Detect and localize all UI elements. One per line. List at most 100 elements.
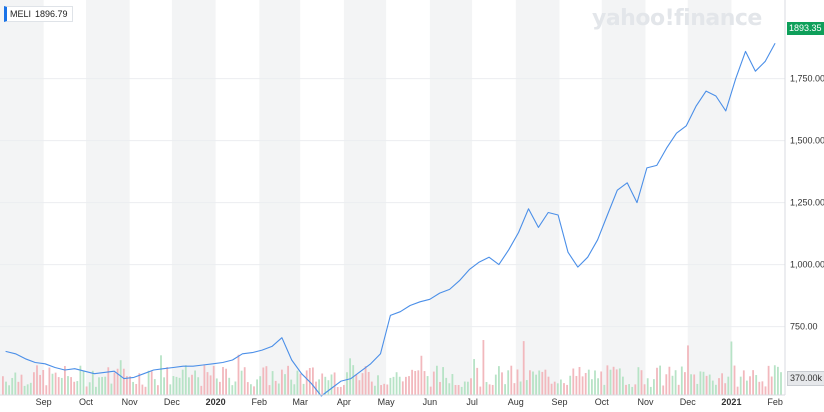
volume-bar <box>361 373 364 395</box>
volume-bar <box>296 370 299 395</box>
volume-bar <box>315 381 317 395</box>
volume-bar <box>88 382 91 395</box>
volume-bar <box>684 372 686 395</box>
volume-bar <box>237 354 240 395</box>
month-band <box>515 0 560 395</box>
volume-bar <box>665 374 668 395</box>
volume-bar <box>175 376 178 395</box>
volume-bar <box>364 366 367 395</box>
volume-bar <box>64 365 66 395</box>
volume-bar <box>535 374 537 395</box>
volume-bar <box>436 365 438 395</box>
volume-bar <box>76 381 79 395</box>
volume-bar <box>160 355 162 395</box>
volume-bar <box>228 377 231 395</box>
volume-bar <box>389 377 392 395</box>
volume-bar <box>367 372 370 395</box>
month-band <box>0 0 44 395</box>
volume-bar <box>770 376 773 395</box>
volume-bar <box>463 381 466 395</box>
volume-bar <box>662 385 665 395</box>
last-price-badge: 1893.35 <box>787 22 824 35</box>
volume-bar <box>129 376 131 395</box>
volume-bar <box>603 384 606 395</box>
volume-bar <box>219 381 221 395</box>
volume-bar <box>107 367 110 395</box>
volume-bar <box>476 367 479 395</box>
volume-bar <box>11 377 14 395</box>
volume-bar <box>578 366 581 395</box>
volume-bar <box>572 368 575 395</box>
volume-bar <box>510 365 513 395</box>
volume-bar <box>755 375 758 395</box>
volume-bar <box>312 367 314 395</box>
volume-bar <box>460 386 463 395</box>
volume-bar <box>597 378 599 395</box>
volume-bar <box>622 376 624 395</box>
volume-bar <box>20 374 23 395</box>
volume-bar <box>70 377 72 395</box>
volume-bar <box>401 381 404 395</box>
volume-bar <box>631 386 634 395</box>
volume-bar <box>752 370 754 395</box>
volume-bar <box>95 386 97 395</box>
volume-bar <box>290 379 293 395</box>
volume-bar <box>138 373 141 395</box>
volume-bar <box>200 385 203 395</box>
volume-bar <box>423 371 426 395</box>
volume-bar <box>225 368 227 395</box>
symbol-legend[interactable]: MELI 1896.79 <box>4 6 73 22</box>
volume-bar <box>448 383 451 395</box>
volume-bar <box>8 385 10 395</box>
volume-bar <box>116 368 119 395</box>
volume-bar <box>398 376 401 395</box>
volume-bar <box>501 372 503 395</box>
volume-bar <box>157 385 159 395</box>
x-tick-label: 2021 <box>721 397 741 407</box>
volume-bar <box>556 383 559 395</box>
volume-bar <box>5 381 7 395</box>
x-tick-label: Aug <box>508 397 524 407</box>
volume-bar <box>268 385 271 395</box>
x-tick-label: Mar <box>292 397 308 407</box>
volume-bar <box>184 365 187 395</box>
volume-bar <box>519 381 522 395</box>
volume-bar <box>231 385 234 395</box>
volume-bar <box>429 386 432 395</box>
month-band <box>85 0 130 395</box>
volume-bar <box>758 381 761 395</box>
volume-bar <box>445 377 448 395</box>
volume-bar <box>532 371 534 395</box>
volume-bar <box>119 360 122 395</box>
volume-bar <box>600 371 603 395</box>
volume-bar <box>36 365 38 395</box>
volume-bar <box>442 367 444 395</box>
volume-bar <box>147 370 150 395</box>
volume-bar <box>395 372 398 395</box>
volume-bar <box>132 381 134 395</box>
volume-bar <box>739 376 742 395</box>
volume-bar <box>82 370 85 395</box>
volume-bar <box>212 365 215 395</box>
volume-bar <box>609 369 612 395</box>
price-line[interactable] <box>5 42 776 397</box>
volume-bar <box>380 385 382 395</box>
volume-bar <box>191 374 193 395</box>
yahoo-finance-watermark: yahoo!finance <box>592 6 762 31</box>
volume-bar <box>60 377 63 395</box>
volume-bar <box>246 382 249 395</box>
volume-bar <box>411 369 413 395</box>
volume-bar <box>522 341 525 395</box>
volume-bar <box>541 371 544 395</box>
volume-bar <box>2 376 4 395</box>
volume-bar <box>188 377 190 395</box>
volume-bar <box>318 379 320 395</box>
volume-bar <box>479 386 482 395</box>
month-band <box>429 0 473 395</box>
volume-bar <box>612 366 615 395</box>
volume-bar <box>377 375 379 395</box>
volume-bar <box>14 372 17 395</box>
volume-bar <box>358 380 361 395</box>
x-tick-label: May <box>378 397 396 407</box>
